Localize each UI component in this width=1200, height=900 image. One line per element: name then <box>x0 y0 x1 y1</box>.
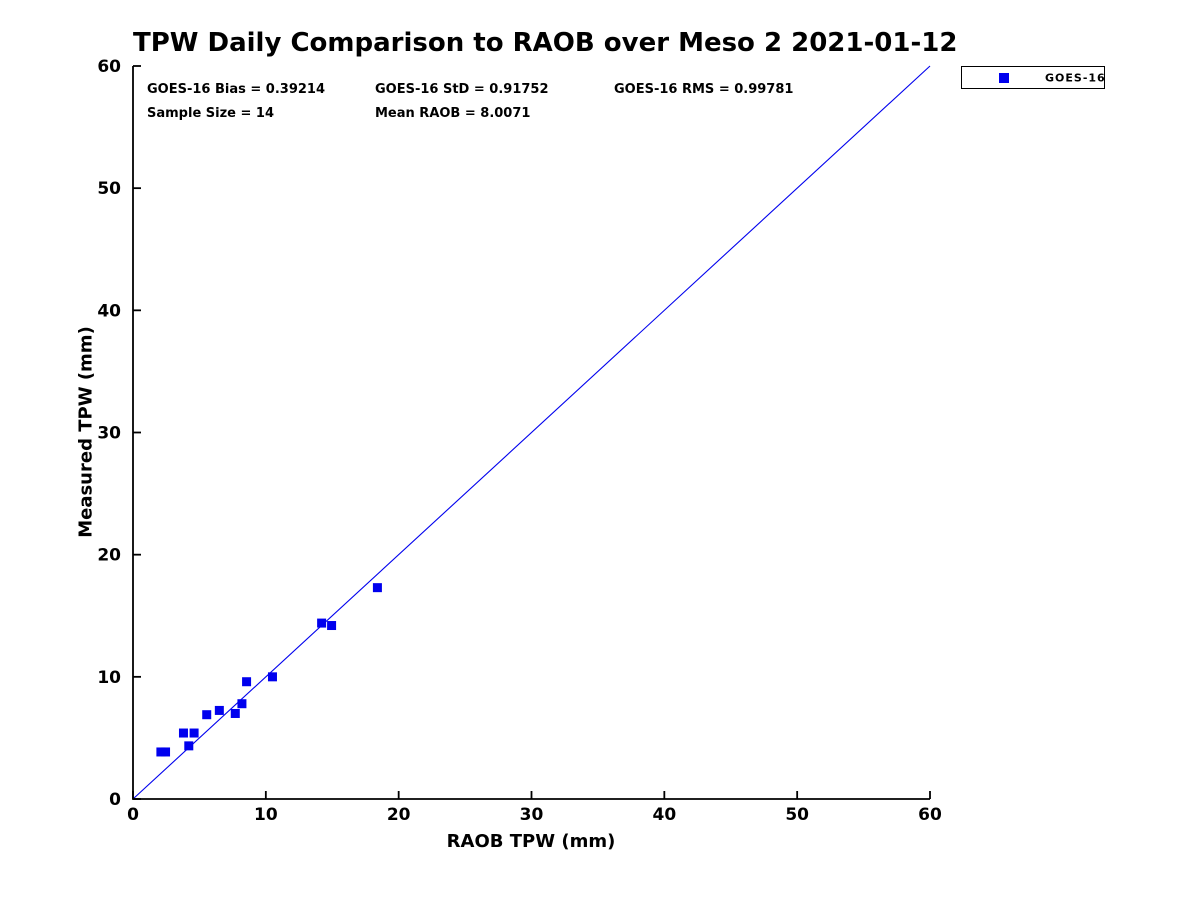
legend-label: GOES-16 <box>1045 71 1106 84</box>
scatter-point <box>317 618 327 628</box>
scatter-point <box>372 583 382 593</box>
identity-line <box>132 65 931 800</box>
legend: GOES-16 <box>961 66 1105 89</box>
scatter-point <box>214 705 224 715</box>
y-tick-label: 20 <box>97 546 121 566</box>
x-axis-label: RAOB TPW (mm) <box>446 831 616 852</box>
x-tick-label: 20 <box>387 805 411 825</box>
stat-rms: GOES-16 RMS = 0.99781 <box>614 82 794 97</box>
scatter-point <box>184 741 194 751</box>
chart-title: TPW Daily Comparison to RAOB over Meso 2… <box>133 28 958 58</box>
scatter-point <box>237 699 247 709</box>
x-tick-label: 50 <box>785 805 809 825</box>
scatter-point <box>156 747 166 757</box>
scatter-point <box>327 621 337 631</box>
x-tick-label: 0 <box>127 805 139 825</box>
y-tick-label: 10 <box>97 668 121 688</box>
stat-bias: GOES-16 Bias = 0.39214 <box>147 82 326 97</box>
y-tick-label: 50 <box>97 179 121 199</box>
x-tick-label: 60 <box>918 805 942 825</box>
stat-mean-raob: Mean RAOB = 8.0071 <box>375 106 531 121</box>
scatter-point <box>178 728 188 738</box>
legend-square-marker-icon <box>999 72 1009 83</box>
scatter-point <box>189 728 199 738</box>
scatter-point <box>161 747 171 757</box>
y-tick-label: 60 <box>97 57 121 77</box>
y-tick-label: 0 <box>109 790 121 810</box>
y-tick-label: 30 <box>97 424 121 444</box>
scatter-point <box>230 708 240 718</box>
y-tick-label: 40 <box>97 301 121 321</box>
stat-sample-size: Sample Size = 14 <box>147 106 275 121</box>
scatter-point <box>242 677 252 687</box>
scatter-point <box>267 672 277 682</box>
x-tick-label: 30 <box>520 805 544 825</box>
x-tick-label: 40 <box>652 805 676 825</box>
x-tick-label: 10 <box>254 805 278 825</box>
scatter-point <box>202 710 212 720</box>
stat-std: GOES-16 StD = 0.91752 <box>375 82 549 97</box>
y-axis-label: Measured TPW (mm) <box>75 326 97 538</box>
